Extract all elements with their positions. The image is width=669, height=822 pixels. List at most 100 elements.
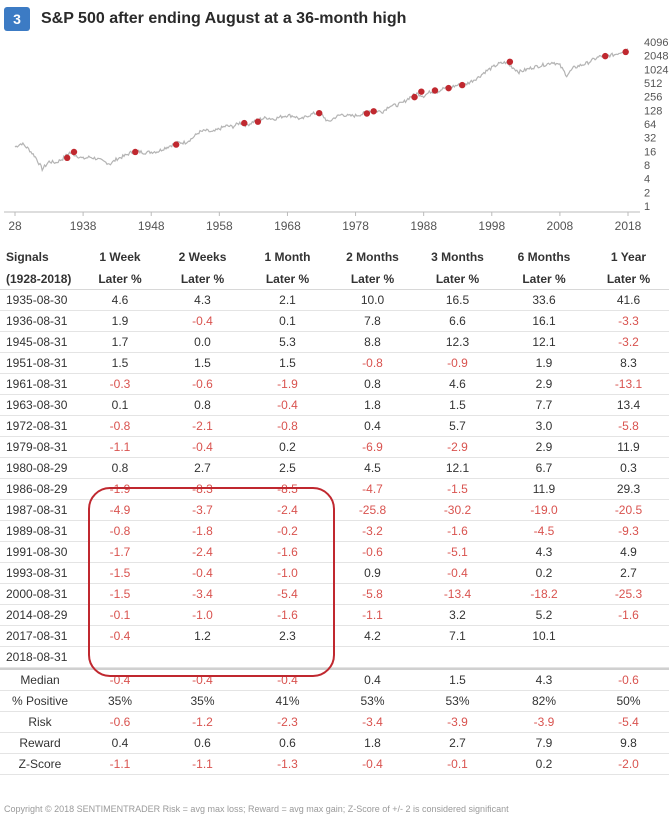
table-cell: 29.3 — [616, 482, 641, 496]
table-cell: 1.5 — [194, 356, 211, 370]
table-cell: 8.8 — [364, 335, 381, 349]
column-header-line: 6 Months — [517, 249, 571, 264]
table-cell: 53% — [445, 694, 470, 708]
table-cell: -3.9 — [533, 715, 555, 729]
table-cell: -0.4 — [192, 314, 213, 328]
table-cell: 1.9 — [535, 356, 553, 370]
x-tick-label: 28 — [8, 219, 22, 233]
table-cell: -5.4 — [618, 715, 639, 729]
signal-marker — [602, 52, 609, 60]
table-row: 2000-08-31 -1.5 -3.4 -5.4 -5.8 -13.4 -18.2 -25.… — [0, 584, 669, 605]
table-cell: -19.0 — [530, 503, 558, 517]
table-cell: -1.6 — [277, 608, 298, 622]
table-cell: -1.6 — [447, 524, 468, 538]
table-cell: -0.6 — [362, 545, 383, 559]
table-cell: 0.6 — [279, 736, 296, 750]
table-cell: 4.6 — [111, 293, 129, 307]
column-header-line: Later % — [522, 271, 566, 286]
table-cell: 2.7 — [449, 736, 466, 750]
table-cell: -1.1 — [109, 757, 131, 771]
table-cell: -1.5 — [447, 482, 468, 496]
table-cell: -1.8 — [192, 524, 213, 538]
table-cell: 10.0 — [360, 293, 385, 307]
table-cell: 9.8 — [620, 736, 637, 750]
table-cell: 6.6 — [449, 314, 466, 328]
table-cell: 10.1 — [532, 629, 556, 643]
row-label: % Positive — [11, 694, 69, 708]
table-cell: 0.6 — [194, 736, 211, 750]
table-cell: 0.8 — [194, 398, 211, 412]
table-cell: -18.2 — [530, 587, 558, 601]
table-cell: -2.3 — [277, 715, 298, 729]
table-cell: 4.3 — [535, 673, 553, 687]
table-cell: 7.9 — [535, 736, 553, 750]
signal-marker — [370, 108, 377, 115]
signal-marker — [506, 58, 514, 66]
table-cell: 0.2 — [535, 757, 553, 771]
column-header: 1 Week Later % — [80, 246, 160, 289]
table-cell: -8.3 — [192, 482, 213, 496]
table-cell: -3.2 — [618, 335, 639, 349]
y-tick-label: 1024 — [644, 64, 668, 76]
table-cell: 5.7 — [449, 419, 466, 433]
table-cell: 12.1 — [445, 461, 470, 475]
table-cell: -3.2 — [362, 524, 383, 538]
x-tick-label: 1998 — [478, 219, 505, 233]
table-header: Signals (1928-2018) 1 Week Later % 2 Weeks La… — [0, 246, 669, 290]
table-cell: -0.4 — [109, 629, 131, 643]
row-label: 1972-08-31 — [6, 419, 68, 433]
column-header-line: 1 Year — [610, 249, 647, 264]
table-cell: -2.1 — [192, 419, 213, 433]
row-label: 1935-08-30 — [6, 293, 68, 307]
y-tick-label: 256 — [644, 92, 662, 104]
table-cell: 2.5 — [279, 461, 296, 475]
table-cell: -0.4 — [192, 673, 213, 687]
table-cell: 1.2 — [194, 629, 211, 643]
stats-row: Z-Score -1.1 -1.1 -1.3 -0.4 -0.1 0.2 -2.0 — [0, 754, 669, 775]
table-cell: 11.9 — [532, 482, 556, 496]
table-row: 2018-08-31 — [0, 647, 669, 668]
table-cell: -0.9 — [447, 356, 468, 370]
table-cell: 0.9 — [364, 566, 381, 580]
table-row: 1979-08-31 -1.1 -0.4 0.2 -6.9 -2.9 2.9 11.9 — [0, 437, 669, 458]
table-cell: -4.7 — [362, 482, 383, 496]
table-cell: 16.5 — [445, 293, 470, 307]
table-cell: 6.7 — [535, 461, 553, 475]
signal-marker — [172, 141, 180, 148]
table-cell: -0.4 — [192, 440, 213, 454]
table-cell: -0.8 — [362, 356, 383, 370]
table-cell: -0.8 — [277, 419, 298, 433]
column-header-line: 2 Months — [346, 249, 399, 264]
table-cell: 12.1 — [532, 335, 556, 349]
row-label: 1980-08-29 — [6, 461, 68, 475]
table-cell: -0.4 — [277, 673, 298, 687]
row-label: Risk — [28, 715, 52, 729]
chart-title: S&P 500 after ending August at a 36-mont… — [41, 10, 407, 27]
table-cell: 50% — [616, 694, 641, 708]
table-cell: 0.1 — [111, 398, 129, 412]
table-cell: -0.3 — [109, 377, 131, 391]
table-row: 1951-08-31 1.5 1.5 1.5 -0.8 -0.9 1.9 8.3 — [0, 353, 669, 374]
table-cell: -0.6 — [192, 377, 213, 391]
table-cell: 41.6 — [616, 293, 641, 307]
table-cell: 2.9 — [535, 377, 553, 391]
table-cell: 1.5 — [449, 398, 466, 412]
row-label: 1989-08-31 — [6, 524, 68, 538]
table-cell: 4.3 — [194, 293, 211, 307]
x-tick-label: 1978 — [342, 219, 369, 233]
table-cell: 13.4 — [616, 398, 641, 412]
column-header-line: Signals — [6, 250, 49, 264]
signal-marker — [63, 154, 71, 162]
table-cell: -0.4 — [192, 566, 213, 580]
table-cell: -9.3 — [618, 524, 639, 538]
table-cell: 0.8 — [364, 377, 381, 391]
y-tick-label: 128 — [644, 105, 662, 117]
column-header-line: Later % — [180, 271, 225, 286]
stats-row: Median -0.4 -0.4 -0.4 0.4 1.5 4.3 -0.6 — [0, 670, 669, 691]
y-tick-label: 64 — [644, 119, 656, 131]
column-header-line: Later % — [606, 271, 651, 286]
table-cell: 5.2 — [535, 608, 553, 622]
price-line — [14, 48, 629, 173]
column-header-line: 1 Week — [99, 249, 141, 264]
signal-marker — [241, 119, 248, 127]
